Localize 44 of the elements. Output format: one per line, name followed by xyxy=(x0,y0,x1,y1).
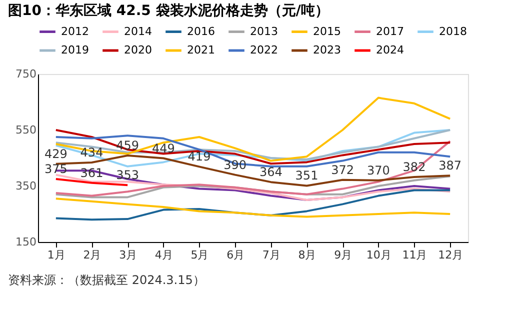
y-tick-label: 350 xyxy=(16,180,36,192)
line-series xyxy=(54,189,452,221)
data-label: 429 xyxy=(44,146,68,161)
data-label: 353 xyxy=(116,168,140,182)
legend-label: 2014 xyxy=(124,24,152,38)
legend-label: 2013 xyxy=(250,24,278,38)
x-tick-label: 10月 xyxy=(366,248,392,262)
x-tick-label: 5月 xyxy=(190,248,209,262)
x-tick-label: 7月 xyxy=(262,248,280,262)
data-label: 351 xyxy=(295,168,318,183)
x-tick-label: 6月 xyxy=(226,248,245,262)
data-label: 419 xyxy=(188,150,211,164)
x-tick-label: 9月 xyxy=(334,248,352,262)
data-label: 387 xyxy=(438,158,462,173)
legend-label: 2012 xyxy=(61,24,89,38)
legend-label: 2015 xyxy=(313,24,341,38)
legend-label: 2022 xyxy=(250,44,278,56)
x-tick-label: 12月 xyxy=(438,248,464,262)
x-tick-label: 11月 xyxy=(402,248,428,262)
legend-label: 2020 xyxy=(124,44,152,56)
x-tick-label: 4月 xyxy=(154,248,173,262)
legend-label: 2024 xyxy=(376,44,404,56)
data-label: 375 xyxy=(44,162,68,176)
legend-label: 2018 xyxy=(439,24,467,38)
x-tick-label: 2月 xyxy=(83,248,102,262)
legend-label: 2019 xyxy=(61,44,89,56)
data-label: 449 xyxy=(152,141,175,156)
chart-title: 图10：华东区域 42.5 袋装水泥价格走势（元/吨） xyxy=(8,2,329,19)
data-label: 372 xyxy=(331,162,354,177)
line-series xyxy=(54,198,452,218)
legend-label: 2016 xyxy=(187,24,215,38)
data-label: 459 xyxy=(116,138,140,152)
x-tick-label: 3月 xyxy=(119,248,138,262)
y-tick-label: 150 xyxy=(16,236,36,248)
text: 资料来源：（数据截至 2024.3.15） xyxy=(8,273,205,287)
x-tick-label: 8月 xyxy=(298,248,316,262)
legend-label: 2017 xyxy=(376,24,404,38)
y-tick-label: 750 xyxy=(16,68,36,80)
legend-label: 2023 xyxy=(313,44,341,56)
data-label: 364 xyxy=(259,165,282,180)
legend-label: 2021 xyxy=(187,44,215,56)
x-tick-label: 1月 xyxy=(47,248,66,262)
y-tick-label: 550 xyxy=(16,124,36,136)
data-label: 370 xyxy=(366,163,390,178)
